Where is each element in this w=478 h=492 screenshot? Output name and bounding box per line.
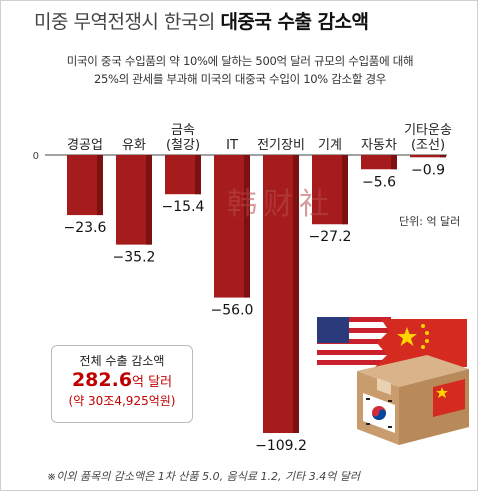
- category-label: (조선): [411, 138, 445, 153]
- data-label: −0.9: [411, 162, 445, 178]
- total-won-value: (약 30조4,925억원): [68, 394, 176, 408]
- footnote: ※이외 품목의 감소액은 1차 산품 5.0, 음식료 1.2, 기타 3.4억…: [47, 470, 361, 483]
- bar-group: [116, 155, 152, 245]
- total-summary-box: 전체 수출 감소액 282.6억 달러 (약 30조4,925억원): [51, 345, 193, 423]
- data-label: −109.2: [255, 438, 307, 454]
- zero-tick-label: 0: [33, 151, 39, 162]
- data-label: −23.6: [64, 220, 107, 236]
- bar-group: [263, 155, 299, 433]
- category-label: 전기장비: [257, 138, 305, 153]
- bar-shade: [293, 155, 299, 433]
- bar-group: [67, 155, 103, 216]
- total-value-unit: 억 달러: [132, 375, 173, 390]
- bar-shade: [342, 155, 348, 225]
- china-flag-box-icon: [433, 379, 465, 417]
- total-value-line: 282.6억 달러: [52, 369, 192, 391]
- category-label: IT: [226, 138, 238, 153]
- bar-group: [361, 155, 397, 170]
- total-label: 전체 수출 감소액: [79, 354, 165, 368]
- category-label: 기타운송: [404, 123, 452, 138]
- bar-shade: [391, 155, 397, 170]
- data-label: −15.4: [162, 199, 205, 215]
- bar-group: [214, 155, 250, 298]
- bar-shade: [195, 155, 201, 195]
- bar: [361, 155, 397, 170]
- category-label: 유화: [122, 138, 146, 153]
- bar-group: [410, 155, 446, 158]
- china-flag-icon: [375, 319, 467, 367]
- data-label: −35.2: [113, 250, 156, 266]
- us-flag-icon: [317, 317, 391, 365]
- bar-group: [312, 155, 348, 225]
- category-label: 경공업: [67, 138, 103, 153]
- category-label: 기계: [318, 138, 342, 153]
- bar-shade: [146, 155, 152, 245]
- data-label: −27.2: [309, 229, 352, 245]
- subtitle-line-1: 미국이 중국 수입품의 약 10%에 달하는 500억 달러 규모의 수입품에 …: [66, 54, 414, 68]
- bar-shade: [440, 155, 446, 158]
- title-bold: 대중국 수출 감소액: [220, 11, 369, 33]
- page-title: 미중 무역전쟁시 한국의 대중국 수출 감소액: [34, 7, 369, 34]
- korea-flag-icon: [363, 393, 395, 433]
- subtitle-line-2: 25%의 관세를 부과해 미국의 대중국 수입이 10% 감소할 경우: [93, 72, 387, 86]
- total-value: 282.6: [71, 369, 133, 391]
- category-label: (철강): [166, 138, 200, 153]
- data-label: −5.6: [362, 174, 396, 190]
- watermark-text: 韩财社: [227, 187, 335, 222]
- unit-label: 단위: 억 달러: [399, 215, 461, 228]
- category-label: 금속: [171, 123, 195, 138]
- bar-shade: [244, 155, 250, 298]
- trade-box-illustration: [317, 317, 469, 445]
- bar-group: [165, 155, 201, 195]
- bar-shade: [97, 155, 103, 216]
- data-label: −56.0: [211, 303, 254, 319]
- bar: [410, 155, 446, 158]
- category-label: 자동차: [361, 138, 397, 153]
- title-light: 미중 무역전쟁시 한국의: [34, 11, 215, 33]
